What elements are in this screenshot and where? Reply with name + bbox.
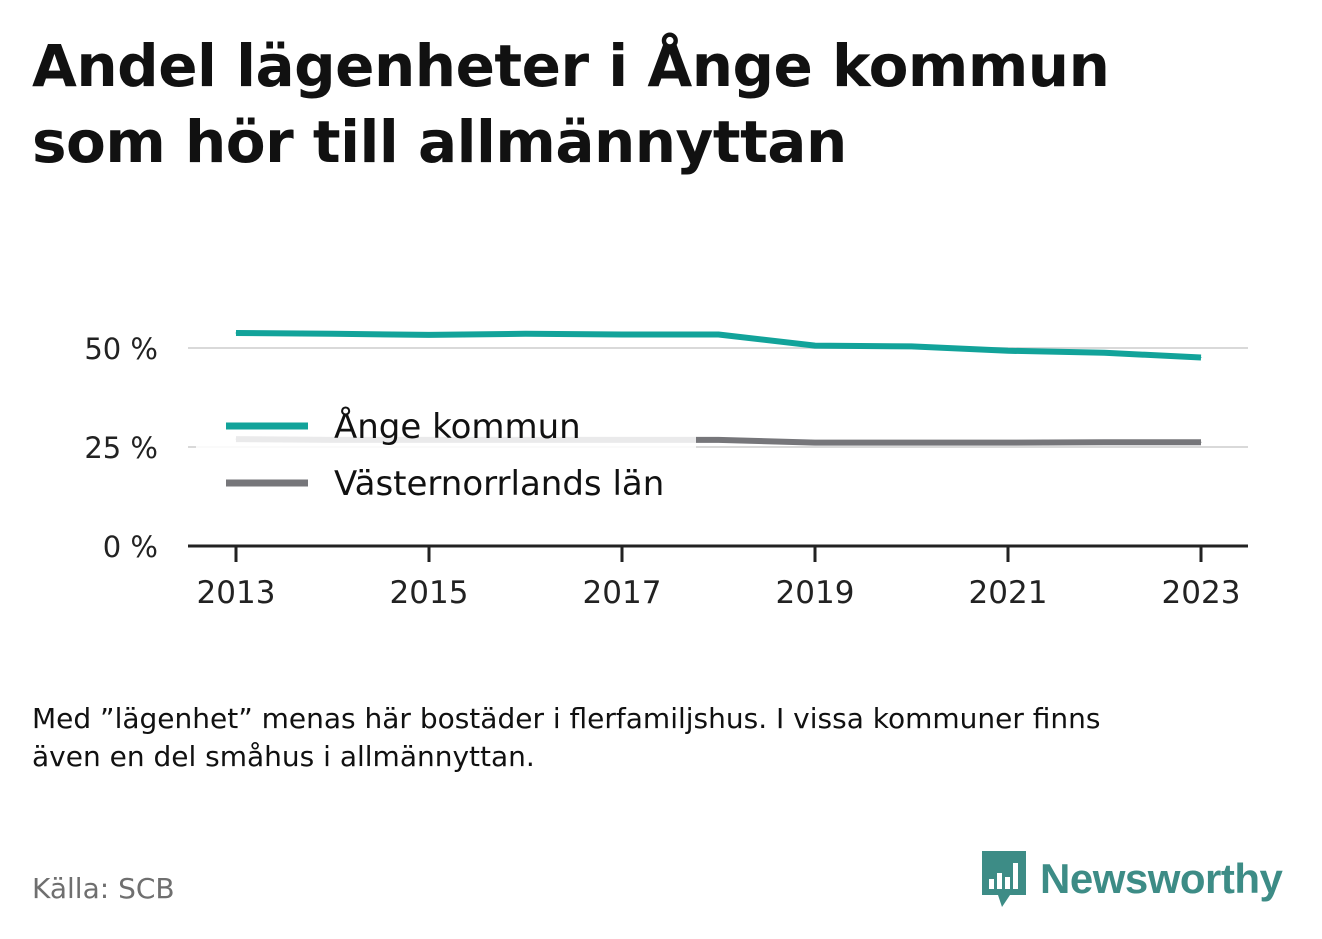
line-chart: 0 % 25 % 50 % 2013 2015 2017 2019 2021 2023 Ång… (84, 329, 1248, 611)
legend-backdrop (196, 396, 696, 508)
data-point-0-2020 (911, 345, 912, 347)
x-axis (188, 544, 1248, 562)
brand-name: Newsworthy (1040, 855, 1283, 902)
x-axis-tick-labels: 2013 2015 2017 2019 2021 2023 (197, 575, 1241, 611)
chart-note-line-2: även en del småhus i allmännyttan. (32, 740, 535, 773)
data-point-0-2014 (332, 333, 333, 335)
x-tick-label-2013: 2013 (197, 575, 276, 611)
data-point-0-2016 (525, 333, 526, 335)
x-tick-label-2015: 2015 (390, 575, 469, 611)
x-tick-label-2021: 2021 (969, 575, 1048, 611)
chart-title-line-2: som hör till allmännyttan (32, 108, 847, 176)
chart-note-line-1: Med ”lägenhet” menas här bostäder i fler… (32, 702, 1101, 735)
x-tick-label-2017: 2017 (583, 575, 662, 611)
newsworthy-logo-icon (982, 851, 1026, 907)
data-point-0-2015 (428, 334, 430, 336)
data-point-0-2023 (1200, 357, 1202, 359)
chart-note: Med ”lägenhet” menas här bostäder i fler… (32, 700, 1262, 776)
data-point-1-2021 (1007, 442, 1009, 444)
newsworthy-logo: Newsworthy (980, 848, 1283, 910)
x-tick-label-2023: 2023 (1162, 575, 1241, 611)
legend: Ånge kommun Västernorrlands län (196, 396, 696, 508)
data-point-0-2022 (1104, 352, 1105, 354)
y-tick-label-25: 25 % (84, 431, 158, 465)
series-line-0 (235, 329, 1202, 361)
data-point-0-2019 (814, 345, 816, 347)
y-tick-label-50: 50 % (84, 332, 158, 366)
data-point-0-2018 (718, 334, 719, 336)
data-point-1-2023 (1200, 441, 1202, 443)
data-point-0-2021 (1007, 350, 1009, 352)
legend-label-0: Ånge kommun (334, 406, 581, 447)
legend-label-1: Västernorrlands län (334, 464, 664, 504)
data-point-1-2018 (718, 439, 719, 441)
data-point-0-2013 (235, 332, 237, 334)
chart-title: Andel lägenheter i Ånge kommun som hör t… (32, 28, 1282, 180)
data-point-1-2020 (911, 442, 912, 444)
source-label: Källa: SCB (32, 872, 175, 905)
y-tick-label-0: 0 % (103, 530, 158, 564)
data-point-0-2017 (621, 334, 623, 336)
data-point-1-2022 (1104, 441, 1105, 443)
x-tick-label-2019: 2019 (776, 575, 855, 611)
data-point-1-2019 (814, 442, 816, 444)
chart-title-line-1: Andel lägenheter i Ånge kommun (32, 32, 1110, 100)
y-axis-tick-labels: 0 % 25 % 50 % (84, 332, 158, 564)
